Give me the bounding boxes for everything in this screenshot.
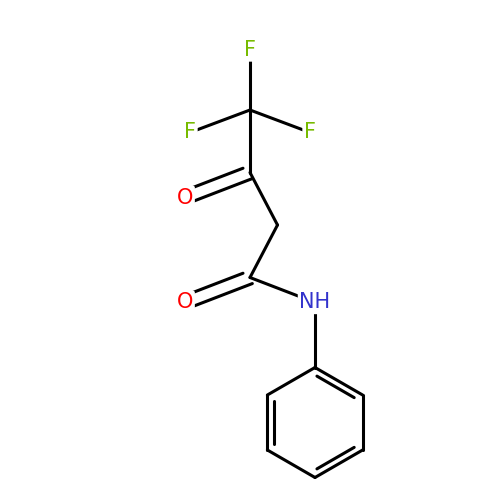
- Text: O: O: [177, 188, 193, 208]
- Text: F: F: [304, 122, 316, 142]
- Text: NH: NH: [300, 292, 330, 312]
- Text: F: F: [184, 122, 196, 142]
- Text: F: F: [244, 40, 256, 60]
- Text: O: O: [177, 292, 193, 312]
